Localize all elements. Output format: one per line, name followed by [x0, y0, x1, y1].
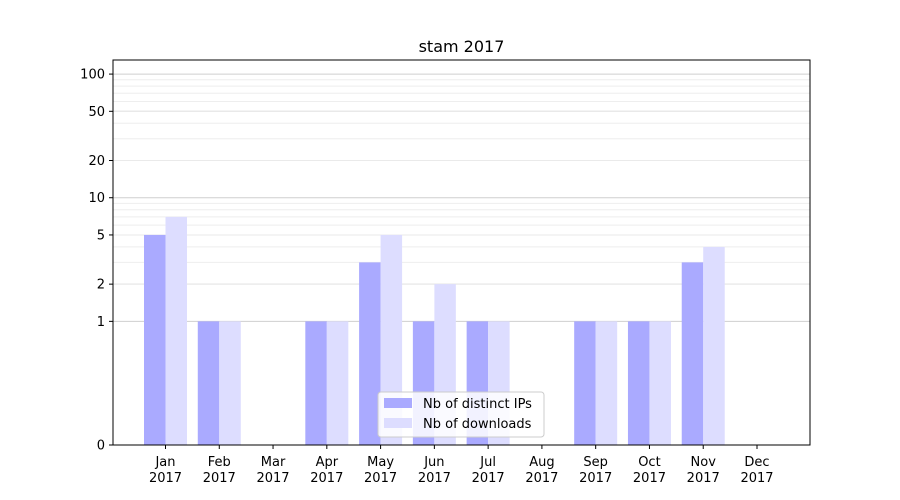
bar-distinct-ips	[305, 321, 327, 445]
legend-label: Nb of distinct IPs	[423, 397, 532, 412]
y-axis: 0 1 2 5 10 20 50 100	[80, 68, 113, 454]
y-tick-label: 0	[97, 439, 105, 454]
y-tick-label: 10	[88, 191, 105, 206]
y-tick-label: 100	[80, 68, 105, 83]
y-tick-label: 5	[97, 228, 105, 243]
chart-title: stam 2017	[419, 37, 505, 56]
bar-downloads	[703, 246, 725, 445]
x-tick-label-month: May	[367, 455, 394, 470]
x-tick-label-year: 2017	[740, 471, 773, 486]
legend-box	[377, 391, 545, 438]
y-tick-label: 50	[88, 105, 105, 120]
x-tick-label-year: 2017	[687, 471, 720, 486]
x-tick-label-year: 2017	[418, 471, 451, 486]
x-axis: Jan2017Feb2017Mar2017Apr2017May2017Jun20…	[149, 445, 774, 486]
bar-downloads	[326, 321, 349, 445]
x-tick-label-month: Sep	[583, 455, 608, 470]
x-tick-label-year: 2017	[364, 471, 397, 486]
x-tick-label-month: Oct	[638, 455, 660, 470]
x-tick-label-month: Feb	[208, 455, 231, 470]
x-tick-label-month: Nov	[691, 455, 717, 470]
y-tick-label: 1	[97, 315, 105, 330]
legend-swatch	[384, 418, 412, 428]
x-tick-label-year: 2017	[149, 471, 182, 486]
bar-downloads	[165, 216, 187, 445]
x-tick-label-year: 2017	[203, 471, 236, 486]
bar-distinct-ips	[574, 321, 596, 445]
bar-distinct-ips	[144, 234, 166, 445]
x-tick-label-year: 2017	[525, 471, 558, 486]
x-tick-label-month: Apr	[316, 455, 339, 470]
legend-swatch	[384, 398, 412, 408]
y-tick-label: 2	[97, 278, 105, 293]
x-tick-label-month: Dec	[744, 455, 769, 470]
bar-downloads	[595, 321, 618, 445]
x-tick-label-month: Jan	[154, 455, 175, 470]
x-tick-label-year: 2017	[472, 471, 505, 486]
x-tick-label-year: 2017	[256, 471, 289, 486]
x-tick-label-month: Aug	[529, 455, 554, 470]
legend-label: Nb of downloads	[423, 417, 532, 432]
x-tick-label-month: Jul	[479, 455, 496, 470]
bar-distinct-ips	[627, 321, 650, 445]
x-tick-label-year: 2017	[310, 471, 343, 486]
x-tick-label-month: Mar	[261, 455, 286, 470]
bar-downloads	[649, 321, 671, 445]
x-tick-label-year: 2017	[633, 471, 666, 486]
legend: Nb of distinct IPs Nb of downloads	[377, 391, 545, 438]
x-tick-label-year: 2017	[579, 471, 612, 486]
bar-distinct-ips	[681, 262, 704, 445]
y-tick-label: 20	[88, 154, 105, 169]
bar-downloads	[219, 321, 241, 445]
x-tick-label-month: Jun	[423, 455, 444, 470]
plot-area-frame	[112, 59, 811, 446]
bar-distinct-ips	[197, 321, 220, 445]
bar-distinct-ips	[359, 262, 381, 445]
